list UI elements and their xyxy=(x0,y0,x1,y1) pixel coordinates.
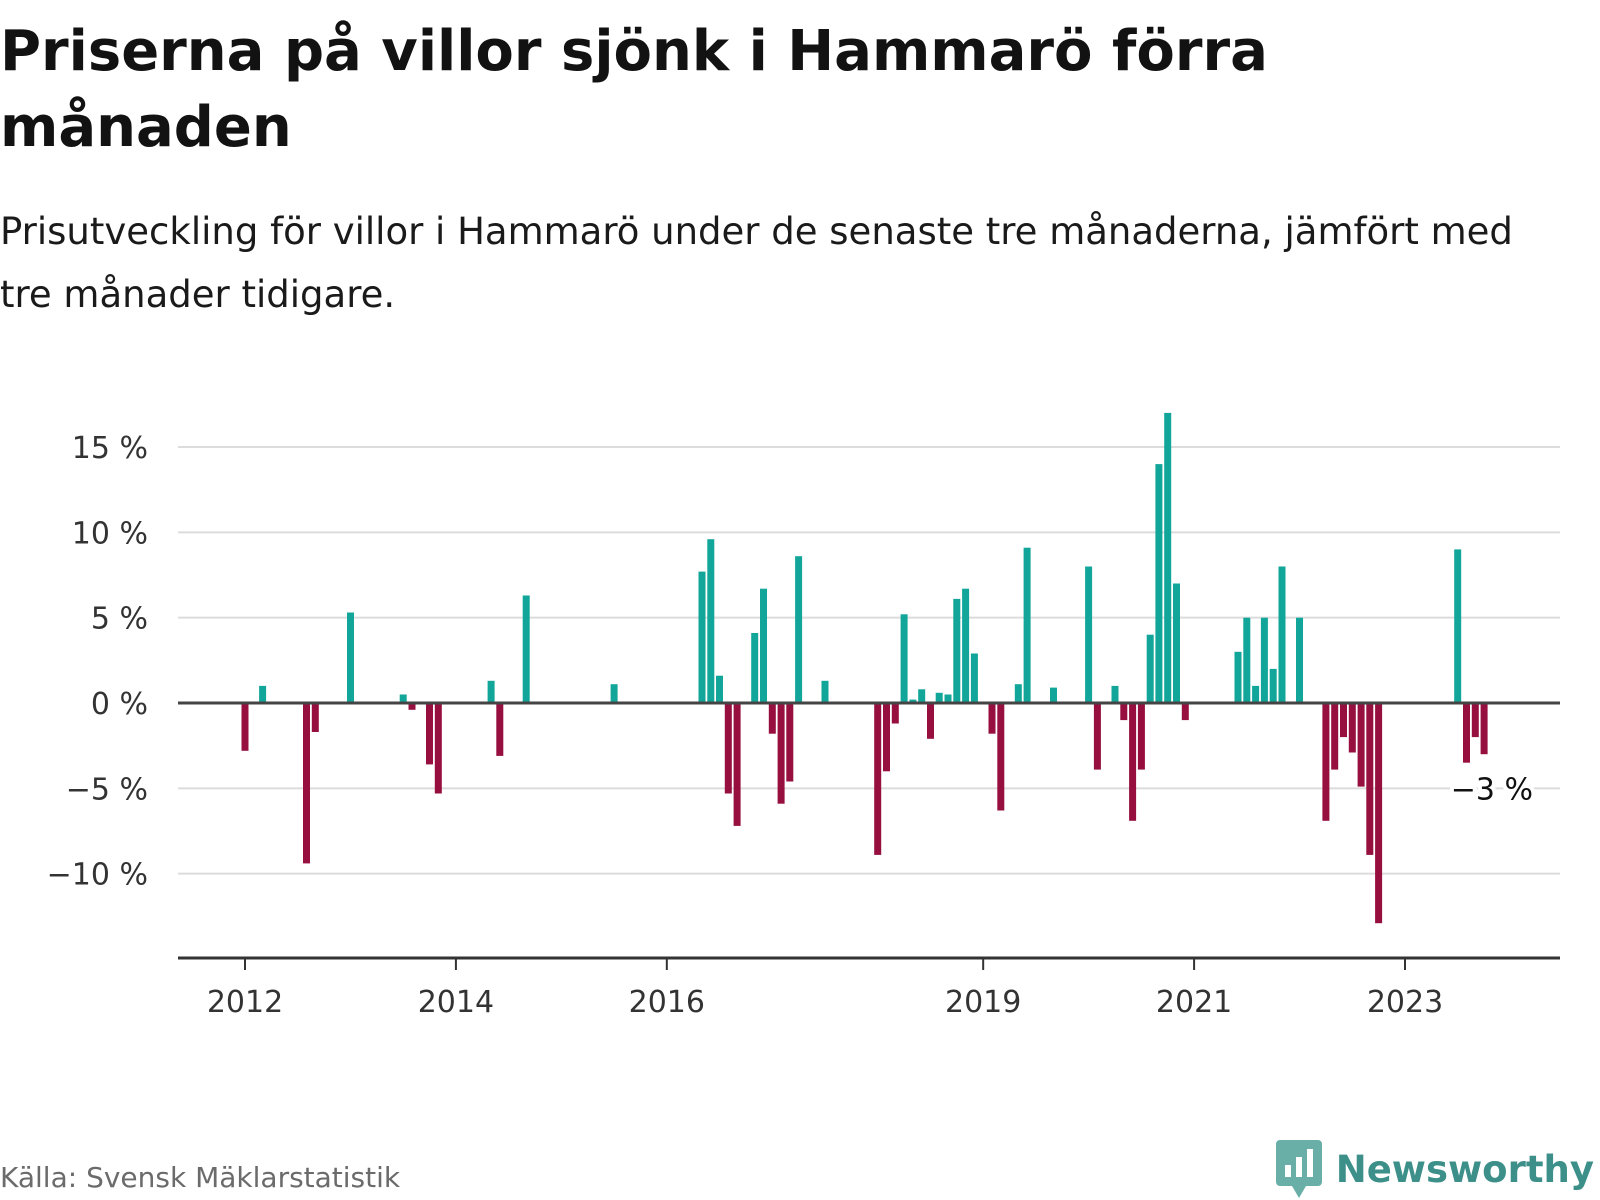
bar xyxy=(1454,549,1462,703)
bar xyxy=(988,703,996,734)
chart-title: Priserna på villor sjönk i Hammarö förra… xyxy=(0,19,1268,160)
bar xyxy=(1181,703,1189,721)
bar xyxy=(707,539,715,703)
x-tick-label: 2012 xyxy=(207,985,283,1020)
bar xyxy=(777,703,785,804)
y-tick-label: 5 % xyxy=(91,602,148,637)
bar xyxy=(768,703,776,734)
bar xyxy=(724,703,732,794)
bar xyxy=(1260,617,1268,703)
bar xyxy=(716,675,723,703)
bar xyxy=(900,614,908,703)
bar xyxy=(1322,703,1330,821)
bar xyxy=(1331,703,1339,770)
bar xyxy=(935,692,943,703)
bar xyxy=(1137,703,1145,770)
bar xyxy=(496,703,504,756)
bar xyxy=(1050,687,1057,703)
bar xyxy=(347,612,354,703)
bar xyxy=(1234,651,1242,703)
chart-subtitle: Prisutveckling för villor i Hammarö unde… xyxy=(0,210,1513,316)
last-value-annotation: −3 % xyxy=(1451,772,1533,807)
x-tick-label: 2016 xyxy=(629,985,705,1020)
bar xyxy=(1093,703,1101,770)
bar xyxy=(1357,703,1365,787)
bar xyxy=(1463,703,1470,763)
source-note: Källa: Svensk Mäklarstatistik xyxy=(0,1161,401,1194)
bar xyxy=(760,588,767,703)
bar xyxy=(909,699,917,703)
bar xyxy=(1023,547,1031,703)
bar xyxy=(1146,634,1154,703)
bar xyxy=(1173,583,1180,703)
bar xyxy=(1471,703,1479,738)
x-tick-label: 2014 xyxy=(418,985,494,1020)
bar xyxy=(399,694,407,703)
x-tick-label: 2023 xyxy=(1367,985,1443,1020)
y-tick-label: 10 % xyxy=(72,516,148,551)
bar xyxy=(303,703,310,864)
x-tick-label: 2021 xyxy=(1156,985,1232,1020)
bar xyxy=(927,703,934,739)
y-tick-label: 15 % xyxy=(72,431,148,466)
x-axis: 2012 2014 2016 2019 2021 2023 xyxy=(178,956,1560,1020)
bar xyxy=(874,703,882,855)
bar xyxy=(733,703,741,826)
bar xyxy=(1480,703,1488,755)
bar xyxy=(1243,617,1251,703)
bar xyxy=(1129,703,1137,821)
bar xyxy=(259,685,267,703)
y-tick-label: 0 % xyxy=(91,687,148,722)
bar xyxy=(1120,703,1128,721)
bar xyxy=(698,571,706,703)
y-tick-label: −10 % xyxy=(47,858,148,893)
bar xyxy=(1155,464,1163,703)
bar xyxy=(786,703,794,782)
bar xyxy=(1164,412,1172,703)
bar xyxy=(891,703,899,724)
y-axis-labels: −10 % −5 % 0 % 5 % 10 % 15 % xyxy=(47,431,148,893)
y-tick-label: −5 % xyxy=(66,772,148,807)
grid-lines xyxy=(178,446,1560,875)
bar xyxy=(751,633,759,703)
bar xyxy=(997,703,1005,811)
bar xyxy=(408,703,416,710)
bar xyxy=(970,653,978,703)
bar xyxy=(1014,684,1022,703)
brand-name: Newsworthy xyxy=(1335,1147,1594,1191)
bar xyxy=(1111,685,1119,703)
bar xyxy=(953,598,961,703)
bar xyxy=(311,703,319,732)
annotation-group: −3 % xyxy=(1447,768,1537,811)
bars xyxy=(241,412,1488,924)
bar xyxy=(434,703,442,794)
bar xyxy=(1269,668,1277,703)
bar xyxy=(883,703,890,772)
bar xyxy=(821,680,829,703)
bar xyxy=(944,694,952,703)
bar xyxy=(1366,703,1374,855)
bar xyxy=(522,595,530,703)
bar xyxy=(962,588,970,703)
bar xyxy=(610,684,618,703)
bar xyxy=(1085,566,1093,703)
bar xyxy=(487,680,495,703)
bar xyxy=(426,703,433,765)
x-tick-label: 2019 xyxy=(945,985,1021,1020)
bar xyxy=(1296,617,1303,703)
bar xyxy=(795,556,803,703)
brand-logo: Newsworthy xyxy=(1275,1140,1594,1198)
bar xyxy=(918,689,926,703)
bar-chart-speech-icon xyxy=(1275,1140,1322,1198)
bar xyxy=(1340,703,1347,738)
bar xyxy=(1278,566,1286,703)
bar xyxy=(1348,703,1356,753)
bar xyxy=(1375,703,1383,924)
bar xyxy=(241,703,249,751)
bar xyxy=(1252,685,1260,703)
